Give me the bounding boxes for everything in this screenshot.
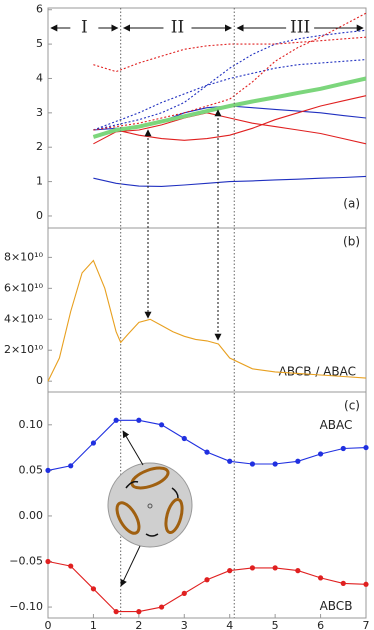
point <box>317 451 324 457</box>
point <box>363 581 369 587</box>
series-line <box>47 560 367 613</box>
panel-label: (b) <box>343 235 360 249</box>
x-tick-label: 7 <box>363 619 370 630</box>
point <box>249 565 256 571</box>
series-label: ABAC <box>320 418 353 432</box>
point <box>227 458 233 464</box>
region-label: II <box>171 18 184 38</box>
y-tick-label: −0.10 <box>9 600 43 613</box>
series-line <box>93 175 367 187</box>
y-tick-label: 2 <box>36 140 43 153</box>
y-tick-label: 2×10¹⁰ <box>4 343 44 356</box>
panel: 0.10 0.05 0.00 −0.05 −0.100 1 2 3 4 5 6 7 (c) ABAC ABC… <box>9 391 370 630</box>
point <box>45 467 51 473</box>
series-line <box>115 95 367 141</box>
series-label: ABCB <box>320 599 353 613</box>
x-tick-label: 0 <box>45 619 52 630</box>
y-tick-label: 5 <box>36 37 43 50</box>
series-line <box>93 36 367 73</box>
y-tick-label: 6×10¹⁰ <box>4 281 44 294</box>
point <box>295 458 301 464</box>
inset <box>107 430 193 587</box>
point <box>363 444 369 451</box>
point <box>204 449 210 455</box>
point <box>272 461 278 467</box>
y-tick-label: 0 <box>36 209 43 222</box>
point <box>317 575 324 581</box>
panel-label: (a) <box>343 197 360 211</box>
point <box>158 604 165 610</box>
y-tick-label: 8×10¹⁰ <box>4 250 44 263</box>
series-line <box>92 76 367 139</box>
y-tick-label: 1 <box>36 175 43 188</box>
series-line <box>47 419 367 471</box>
series-line <box>93 29 367 131</box>
y-tick-label: 0.05 <box>19 463 44 476</box>
x-tick-label: 2 <box>135 619 142 630</box>
point <box>136 609 142 615</box>
annotation: ABCB / ABAC <box>279 365 356 379</box>
x-tick-label: 1 <box>90 619 97 630</box>
y-tick-label: 0 <box>36 374 43 387</box>
point <box>45 558 51 565</box>
point <box>227 568 233 574</box>
point <box>68 563 74 569</box>
point <box>90 586 97 592</box>
point <box>158 422 165 428</box>
y-tick-label: 0.10 <box>19 418 44 431</box>
series-line <box>93 12 367 131</box>
x-tick-label: 5 <box>272 619 279 630</box>
point <box>181 590 187 596</box>
point <box>340 445 346 452</box>
point <box>68 463 74 469</box>
point <box>136 417 142 423</box>
point <box>181 435 187 442</box>
panel-label: (c) <box>344 399 360 413</box>
region-label: I <box>81 18 88 38</box>
frame <box>47 391 367 619</box>
point <box>249 461 256 467</box>
y-tick-label: 6 <box>36 3 43 16</box>
x-tick-label: 4 <box>226 619 233 630</box>
point <box>272 565 278 571</box>
x-tick-label: 3 <box>181 619 188 630</box>
series-line <box>93 59 367 131</box>
point <box>204 577 210 583</box>
y-tick-label: 3 <box>36 106 43 119</box>
y-tick-label: 0.00 <box>19 509 44 522</box>
point <box>340 580 346 586</box>
y-tick-label: 4×10¹⁰ <box>4 312 44 325</box>
point <box>113 417 119 423</box>
series-line <box>93 112 367 145</box>
y-tick-label: 4 <box>36 71 43 84</box>
y-tick-label: −0.05 <box>9 555 43 568</box>
series-line <box>47 259 367 382</box>
point <box>90 440 97 446</box>
point <box>113 609 119 615</box>
panel: 0 2×10¹⁰ 4×10¹⁰ 6×10¹⁰ 8×10¹⁰ (b) ABCB / ABAC <box>4 227 367 393</box>
x-tick-label: 6 <box>317 619 324 630</box>
region-label: III <box>290 18 310 38</box>
point <box>295 568 301 574</box>
